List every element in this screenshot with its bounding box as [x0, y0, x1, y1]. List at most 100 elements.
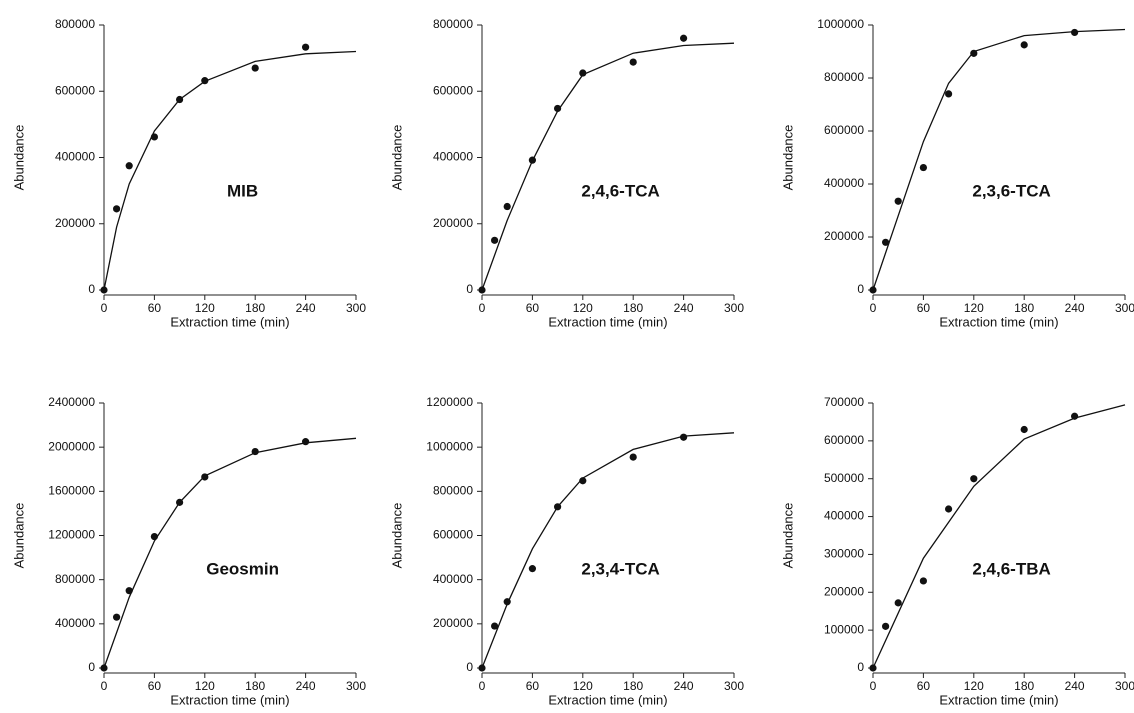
y-tick-label: 100000	[824, 622, 864, 636]
data-point	[251, 447, 259, 456]
y-tick-label: 400000	[55, 616, 95, 630]
data-point	[201, 473, 209, 481]
y-tick-label: 300000	[824, 547, 864, 561]
y-axis-label: Abundance	[780, 125, 795, 191]
data-point	[629, 58, 637, 66]
x-tick-label: 240	[296, 301, 316, 315]
x-tick-label: 120	[573, 301, 593, 315]
y-tick-label: 0	[466, 660, 473, 674]
data-point	[201, 77, 209, 85]
x-tick-label: 180	[245, 679, 265, 693]
x-tick-label: 300	[724, 301, 744, 315]
data-point	[882, 622, 890, 630]
data-point	[125, 162, 133, 170]
data-point	[945, 90, 953, 98]
y-tick-label: 2400000	[48, 395, 95, 409]
x-tick-label: 180	[1014, 301, 1034, 315]
x-tick-label: 0	[479, 679, 486, 693]
x-axis-label: Extraction time (min)	[548, 692, 667, 707]
fit-curve	[481, 42, 735, 291]
y-tick-label: 800000	[433, 17, 473, 31]
x-tick-label: 120	[195, 679, 215, 693]
y-tick-label: 200000	[824, 229, 864, 243]
data-point	[1020, 425, 1028, 434]
data-point	[1071, 28, 1079, 37]
data-point	[919, 577, 928, 585]
x-axis-label: Extraction time (min)	[170, 314, 289, 329]
x-tick-label: 0	[479, 301, 486, 315]
x-tick-label: 120	[195, 301, 215, 315]
fit-curve	[103, 50, 357, 291]
data-point	[919, 163, 928, 172]
annotation: Geosmin	[206, 559, 279, 578]
x-tick-label: 240	[674, 679, 694, 693]
x-axis-label: Extraction time (min)	[939, 314, 1058, 329]
y-tick-label: 400000	[433, 572, 473, 586]
x-axis-label: Extraction time (min)	[170, 692, 289, 707]
data-point	[869, 664, 877, 672]
x-tick-label: 300	[346, 679, 366, 693]
x-tick-label: 300	[724, 679, 744, 693]
y-axis-label: Abundance	[389, 503, 404, 569]
y-tick-label: 2000000	[48, 439, 95, 453]
data-point	[251, 64, 259, 72]
x-tick-label: 0	[870, 301, 877, 315]
data-point	[503, 202, 511, 211]
y-tick-label: 1200000	[48, 528, 95, 542]
data-point	[945, 505, 953, 513]
x-tick-label: 0	[101, 301, 108, 315]
x-tick-label: 180	[623, 301, 643, 315]
data-point	[125, 587, 133, 595]
data-point	[176, 498, 184, 506]
y-tick-label: 0	[857, 660, 864, 674]
data-point	[554, 104, 562, 113]
y-tick-label: 800000	[55, 17, 95, 31]
y-tick-label: 800000	[824, 70, 864, 84]
data-point	[478, 286, 486, 294]
data-point	[894, 599, 902, 607]
data-point	[176, 95, 184, 104]
data-point	[100, 286, 108, 294]
x-tick-label: 0	[870, 679, 877, 693]
data-point	[150, 133, 158, 141]
y-tick-label: 200000	[433, 216, 473, 230]
fit-curve	[103, 437, 357, 669]
x-tick-label: 300	[1115, 301, 1134, 315]
y-tick-label: 600000	[824, 433, 864, 447]
annotation: MIB	[227, 181, 258, 200]
data-point	[882, 238, 890, 246]
x-tick-label: 240	[674, 301, 694, 315]
data-point	[528, 156, 537, 164]
y-tick-label: 600000	[824, 123, 864, 137]
y-tick-label: 1000000	[817, 17, 864, 31]
y-tick-label: 1600000	[48, 484, 95, 498]
data-point	[150, 533, 158, 541]
data-point	[302, 438, 310, 446]
data-point	[302, 43, 310, 51]
data-point	[1071, 412, 1079, 420]
x-tick-label: 60	[148, 301, 162, 315]
x-tick-label: 120	[964, 679, 984, 693]
data-point	[970, 475, 978, 483]
y-tick-label: 400000	[55, 150, 95, 164]
data-point	[113, 205, 121, 213]
y-axis-label: Abundance	[780, 503, 795, 569]
data-point	[579, 69, 587, 77]
x-tick-label: 0	[101, 679, 108, 693]
annotation: 2,4,6-TBA	[972, 559, 1050, 578]
annotation: 2,3,6-TCA	[972, 181, 1050, 200]
y-tick-label: 600000	[433, 83, 473, 97]
data-point	[491, 622, 499, 630]
x-tick-label: 60	[526, 301, 540, 315]
y-tick-label: 200000	[433, 616, 473, 630]
data-point	[869, 286, 877, 294]
y-axis-label: Abundance	[11, 503, 26, 569]
annotation: 2,3,4-TCA	[581, 559, 659, 578]
x-tick-label: 60	[917, 679, 931, 693]
x-tick-label: 180	[1014, 679, 1034, 693]
y-tick-label: 0	[857, 282, 864, 296]
y-tick-label: 600000	[55, 83, 95, 97]
x-tick-label: 240	[1065, 679, 1085, 693]
y-tick-label: 400000	[433, 150, 473, 164]
